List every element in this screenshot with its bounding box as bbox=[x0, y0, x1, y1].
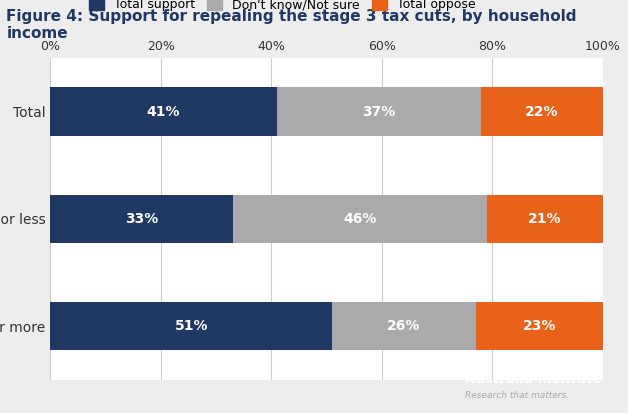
Text: 23%: 23% bbox=[522, 319, 556, 333]
Text: 26%: 26% bbox=[387, 319, 421, 333]
Text: The: The bbox=[465, 356, 484, 366]
Text: Figure 4: Support for repealing the stage 3 tax cuts, by household income: Figure 4: Support for repealing the stag… bbox=[6, 9, 577, 41]
Text: 37%: 37% bbox=[362, 104, 396, 119]
Text: 51%: 51% bbox=[175, 319, 208, 333]
Bar bbox=[50, 88, 277, 136]
Bar bbox=[232, 195, 487, 243]
Bar bbox=[476, 302, 603, 350]
Legend: Total support, Don't know/Not sure, Total oppose: Total support, Don't know/Not sure, Tota… bbox=[84, 0, 481, 16]
Text: 41%: 41% bbox=[147, 104, 180, 119]
Bar bbox=[487, 195, 603, 243]
Bar bbox=[50, 195, 232, 243]
Text: Research that matters.: Research that matters. bbox=[465, 391, 570, 400]
Text: 33%: 33% bbox=[125, 212, 158, 226]
Text: 22%: 22% bbox=[526, 104, 559, 119]
Bar bbox=[481, 88, 603, 136]
Bar bbox=[332, 302, 476, 350]
Bar bbox=[50, 302, 332, 350]
Text: 21%: 21% bbox=[528, 212, 561, 226]
Bar bbox=[277, 88, 481, 136]
Text: 46%: 46% bbox=[343, 212, 376, 226]
Text: Australia Institute: Australia Institute bbox=[465, 373, 602, 386]
